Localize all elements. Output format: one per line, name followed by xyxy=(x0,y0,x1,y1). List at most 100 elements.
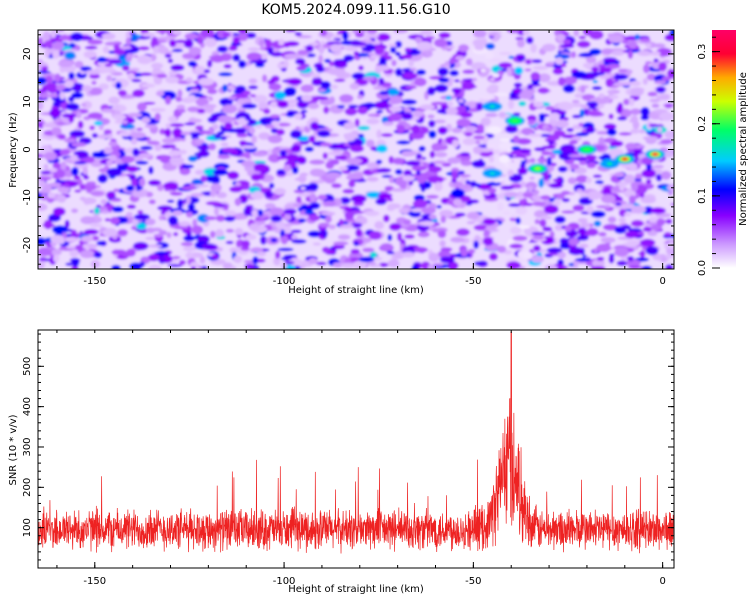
heatmap-cell xyxy=(540,195,551,201)
heatmap-cell xyxy=(451,127,463,134)
heatmap-cell xyxy=(115,81,122,90)
heatmap-cell xyxy=(188,46,202,56)
heatmap-cell xyxy=(157,205,173,211)
heatmap-cell xyxy=(440,215,447,224)
heatmap-cell xyxy=(59,91,66,100)
heatmap-cell xyxy=(168,70,178,76)
heatmap-cell xyxy=(356,94,364,100)
heatmap-cell xyxy=(450,236,465,243)
heatmap-cell xyxy=(467,248,476,254)
heatmap-cell xyxy=(488,155,495,163)
heatmap-cell xyxy=(642,78,648,85)
heatmap-cell xyxy=(355,228,363,238)
heatmap-cell xyxy=(327,67,342,76)
heatmap-cell xyxy=(71,142,87,148)
heatmap-cell xyxy=(320,211,336,216)
heatmap-cell xyxy=(349,82,360,90)
heatmap-cell xyxy=(625,142,638,150)
heatmap-cell xyxy=(445,106,458,116)
heatmap-cell xyxy=(110,198,122,202)
heatmap-cell xyxy=(378,57,387,66)
heatmap-cell xyxy=(393,251,405,260)
heatmap-cell xyxy=(158,46,169,54)
heatmap-cell xyxy=(374,221,385,230)
heatmap-cell xyxy=(515,53,526,59)
heatmap-cell xyxy=(342,31,349,41)
heatmap-cell xyxy=(388,112,403,122)
heatmap-cell xyxy=(169,157,185,163)
heatmap-cell xyxy=(38,59,43,64)
heatmap-cell xyxy=(357,106,368,115)
heatmap-cell xyxy=(661,76,672,81)
y-tick-label: 10 xyxy=(22,95,33,108)
heatmap-cell xyxy=(411,124,421,134)
heatmap-cell xyxy=(81,85,93,92)
heatmap-cell xyxy=(297,49,309,55)
heatmap-cell xyxy=(577,217,588,224)
heatmap-cell xyxy=(518,101,527,107)
heatmap-cell xyxy=(396,140,411,145)
heatmap-cell xyxy=(206,59,213,68)
heatmap-cell xyxy=(276,128,285,136)
heatmap-cell xyxy=(474,260,488,267)
heatmap-cell xyxy=(545,105,555,111)
heatmap-cell xyxy=(232,36,240,45)
heatmap-cell xyxy=(486,181,502,186)
heatmap-cell xyxy=(168,149,182,157)
heatmap-cell xyxy=(589,30,604,40)
heatmap-cell xyxy=(428,130,437,139)
heatmap-cell xyxy=(126,53,134,59)
heatmap-cell xyxy=(47,93,59,98)
heatmap-cell xyxy=(357,133,365,138)
heatmap-cell xyxy=(417,231,430,238)
heatmap-hotspot xyxy=(652,152,658,156)
heatmap-cell xyxy=(277,247,294,252)
heatmap-cell xyxy=(139,145,153,151)
heatmap-cell xyxy=(578,52,594,58)
heatmap-y-axis-label: Frequency (Hz) xyxy=(8,112,19,188)
heatmap-cell xyxy=(42,122,57,128)
heatmap-cell xyxy=(42,31,51,40)
heatmap-cell xyxy=(154,112,161,122)
heatmap-cell xyxy=(40,170,52,175)
heatmap-cell xyxy=(618,132,632,136)
heatmap-cell xyxy=(90,223,103,228)
heatmap-cell xyxy=(376,65,390,71)
heatmap-cell xyxy=(147,253,160,262)
heatmap-cell xyxy=(375,159,383,165)
heatmap-cell xyxy=(187,106,200,113)
heatmap-cell xyxy=(554,57,564,65)
heatmap-cell xyxy=(197,213,210,223)
heatmap-cell xyxy=(187,60,197,67)
heatmap-cell xyxy=(416,69,427,76)
heatmap-cell xyxy=(264,202,276,210)
heatmap-cell xyxy=(539,215,553,220)
heatmap-cell xyxy=(629,89,644,96)
heatmap-cell xyxy=(383,214,390,223)
heatmap-cell xyxy=(590,210,606,218)
heatmap-cell xyxy=(332,262,344,268)
heatmap-cell xyxy=(532,59,543,64)
x-tick-label: -50 xyxy=(465,276,481,287)
heatmap-cell xyxy=(388,43,397,48)
heatmap-cell xyxy=(649,98,660,103)
heatmap-cell xyxy=(185,251,194,259)
heatmap-cell xyxy=(310,121,320,131)
heatmap-cell xyxy=(395,51,401,57)
heatmap-cell xyxy=(591,71,606,76)
heatmap-cell xyxy=(331,244,345,250)
heatmap-cell xyxy=(311,77,323,86)
heatmap-cell xyxy=(147,244,163,248)
heatmap-cell xyxy=(353,51,360,56)
heatmap-cell xyxy=(433,262,444,267)
heatmap-cell xyxy=(568,154,584,158)
heatmap-cell xyxy=(60,34,69,41)
heatmap-cell xyxy=(480,69,486,73)
heatmap-cell xyxy=(374,113,380,118)
heatmap-cell xyxy=(82,166,88,175)
heatmap-cell xyxy=(344,107,358,116)
heatmap-cell xyxy=(297,155,307,165)
heatmap-cell xyxy=(71,167,79,176)
heatmap-cell xyxy=(91,132,98,139)
